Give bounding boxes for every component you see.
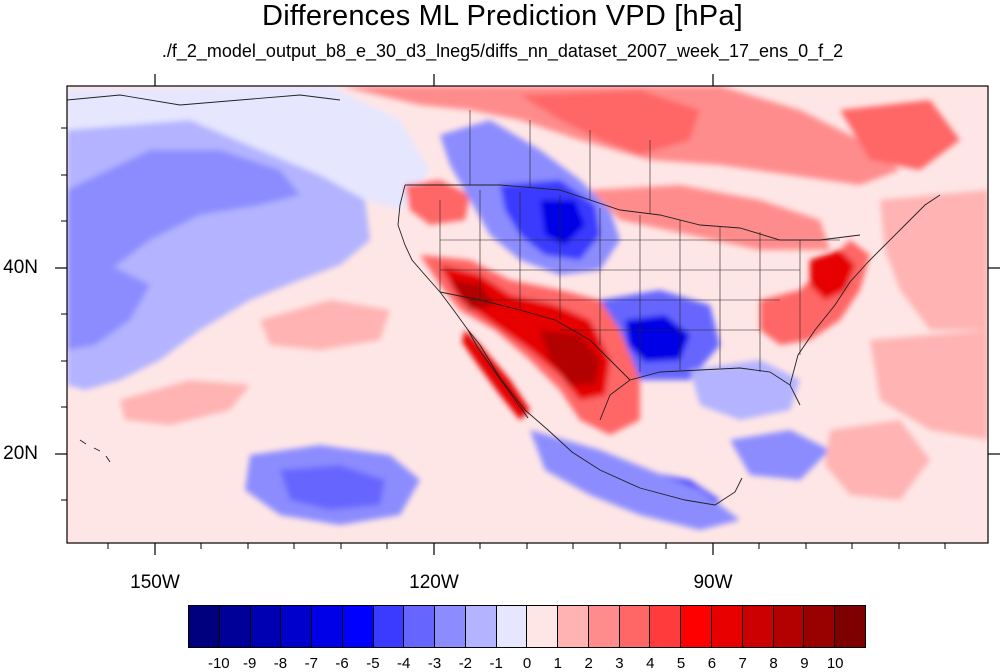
colorbar-swatch-6 — [373, 606, 405, 647]
colorbar-swatch-13 — [588, 606, 620, 647]
colorbar-tick-label: 3 — [615, 655, 624, 672]
colorbar-tick-label: 8 — [769, 655, 778, 672]
colorbar-tick-label: -10 — [207, 655, 230, 672]
colorbar-swatch-3 — [281, 606, 313, 647]
colorbar-swatch-8 — [435, 606, 466, 647]
axis-ticks — [55, 74, 1000, 555]
colorbar-tick-label: 2 — [584, 655, 593, 672]
colorbar-tick-label: -4 — [397, 655, 411, 672]
colorbar-swatch-7 — [404, 606, 436, 647]
colorbar-swatch-16 — [681, 606, 713, 647]
colorbar-tick-label: -1 — [489, 655, 503, 672]
colorbar-tick-label: 1 — [553, 655, 562, 672]
field-patch-pacific-blue-2 — [67, 150, 300, 300]
map-plot-area — [67, 86, 988, 543]
canada-province-borders — [469, 110, 651, 214]
field-patch-southwest-red-3 — [450, 280, 495, 310]
coastline-gulf — [599, 367, 801, 421]
field-patch-caribbean-blue — [730, 430, 830, 480]
colorbar-swatch-17 — [712, 606, 743, 647]
colorbar-tick-label: -2 — [458, 655, 473, 672]
field-patch-pacific-blue-3 — [67, 265, 150, 350]
field-patch-canada-red-3 — [840, 100, 960, 170]
field-patch-north-atlantic-pink — [880, 190, 988, 330]
colorbar-tick-label: 6 — [707, 655, 717, 672]
colorbar-swatch-19 — [773, 606, 805, 647]
axis-minor-ticks — [61, 127, 946, 549]
colorbar-tick-label: -5 — [366, 655, 380, 672]
colorbar-swatch-14 — [619, 606, 651, 647]
boundary-layer — [67, 94, 941, 506]
colorbar-swatch-18 — [742, 606, 774, 647]
lat-label-20n: 20N — [3, 443, 38, 464]
colorbar-tick-label: 9 — [800, 655, 809, 672]
field-patch-southwest-red-4 — [540, 330, 600, 385]
colorbar-tick-label: -8 — [273, 655, 288, 672]
field-patch-gulf-blue — [690, 360, 800, 420]
field-patch-gulf-alaska-pale — [67, 86, 430, 210]
lat-label-40n: 40N — [3, 257, 38, 278]
colorbar-tick-label: -7 — [304, 655, 318, 672]
colorbar-swatch-20 — [804, 606, 836, 647]
alaska-coast — [67, 94, 341, 106]
field-patch-east-red-2 — [810, 250, 855, 300]
coastline-west — [397, 184, 743, 506]
field-patch-rockies-blue-3 — [540, 200, 585, 245]
lon-label-120w: 120W — [409, 572, 459, 593]
field-patch-mexico-blue-pale — [530, 430, 740, 530]
field-patch-pacific-pink-2 — [260, 300, 390, 350]
field-patch-tropical-blue-2 — [280, 465, 385, 510]
colorbar-swatch-15 — [650, 606, 682, 647]
colorbar-tick-label: -9 — [242, 655, 257, 672]
colorbar-tick-label: 10 — [826, 655, 844, 672]
colorbar-swatch-12 — [558, 606, 589, 647]
colorbar-swatch-2 — [250, 606, 282, 647]
colorbar — [188, 605, 866, 648]
colorbar-swatch-10 — [496, 606, 528, 647]
colorbar-swatch-11 — [527, 606, 559, 647]
field-patch-caribbean-pink — [825, 420, 930, 500]
colorbar-swatch-21 — [835, 606, 865, 647]
colorbar-tick-label: 4 — [646, 655, 655, 672]
field-patch-northwest-red — [405, 180, 470, 225]
colorbar-swatch-9 — [465, 606, 497, 647]
colorbar-swatch-0 — [189, 606, 220, 647]
colorbar-swatch-1 — [219, 606, 251, 647]
colorbar-tick-label: 7 — [738, 655, 747, 672]
hawaii-islands — [79, 439, 111, 463]
colorbar-tick-label: -3 — [427, 655, 442, 672]
lon-label-150w: 150W — [130, 572, 180, 593]
field-patch-canada-red-2 — [520, 90, 700, 155]
field-patch-texas-blue-2 — [625, 315, 690, 362]
coastline-baja — [467, 329, 529, 419]
chart-title: Differences ML Prediction VPD [hPa] — [262, 0, 743, 32]
colorbar-tick-label: 0 — [522, 655, 532, 672]
coastline-atlantic — [789, 194, 941, 386]
colorbar-swatch-5 — [342, 606, 374, 647]
chart-subtitle: ./f_2_model_output_b8_e_30_d3_lneg5/diff… — [161, 41, 844, 61]
colorbar-swatch-4 — [312, 606, 343, 647]
colorbar-tick-label: 5 — [676, 655, 686, 672]
field-patch-pacific-pink-1 — [120, 380, 250, 425]
state-borders — [439, 190, 840, 372]
field-patch-atlantic-pink — [870, 330, 988, 440]
lon-label-90w: 90W — [693, 572, 733, 593]
colorbar-tick-label: -6 — [335, 655, 349, 672]
